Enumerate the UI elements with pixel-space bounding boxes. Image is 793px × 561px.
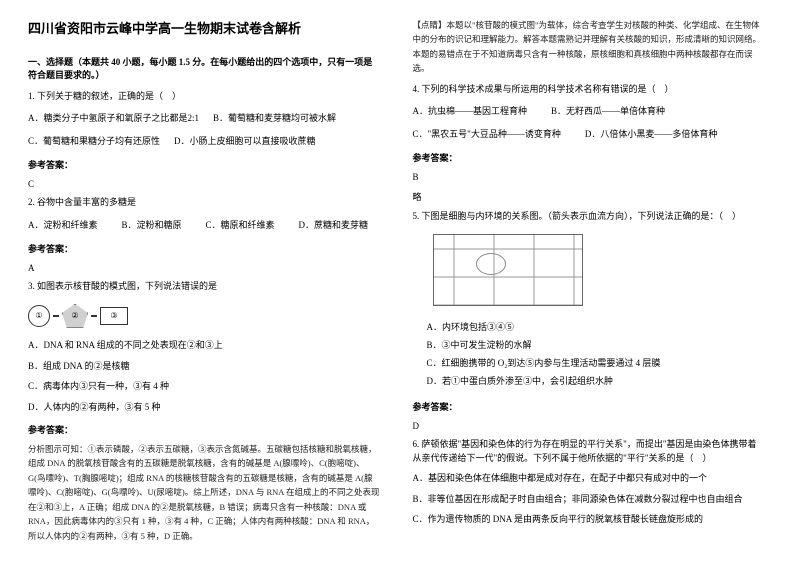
q3-stem: 3. 如图表示核苷酸的模式图，下列说法错误的是 (28, 279, 381, 293)
q4-answer: B (413, 172, 766, 182)
q2-options: A．淀粉和纤维素 B．淀粉和糖原 C．糖原和纤维素 D．蔗糖和麦芽糖 (28, 218, 381, 231)
q6-opt-a: A．基因和染色体在体细胞中都是成对存在，在配子中都只有成对中的一个 (413, 471, 766, 485)
q1-answer-label: 参考答案： (28, 158, 381, 171)
left-column: 四川省资阳市云峰中学高一生物期末试卷含解析 一、选择题（本题共 40 小题，每小… (28, 18, 381, 543)
q5-options: A．内环境包括③④⑤ B．③中可发生淀粉的水解 C．红细胞携带的 O₂到达⑤内参… (427, 320, 766, 387)
q2-stem: 2. 谷物中含量丰富的多糖是 (28, 195, 381, 209)
q2-opt-d: D．蔗糖和麦芽糖 (299, 218, 369, 231)
q4-options-row1: A．抗虫棉——基因工程育种 B．无籽西瓜——单倍体育种 (413, 104, 766, 117)
q2-answer: A (28, 263, 381, 273)
q1-opt-d: D．小肠上皮细胞可以直接吸收蔗糖 (174, 134, 316, 147)
nucleotide-diagram: ① ② ③ (28, 303, 168, 328)
connector-icon (53, 315, 59, 317)
section-1-heading: 一、选择题（本题共 40 小题，每小题 1.5 分。在每小题给出的四个选项中，只… (28, 55, 381, 81)
q3-opt-a: A．DNA 和 RNA 组成的不同之处表现在②和③上 (28, 338, 381, 352)
q3-explanation: 分析图示可知：①表示磷酸，②表示五碳糖，③表示含氮碱基。五碳糖包括核糖和脱氧核糖… (28, 442, 381, 543)
q6-opt-c: C．作为遗传物质的 DNA 是由两条反向平行的脱氧核苷酸长链盘旋形成的 (413, 512, 766, 526)
q3-tip: 【点睛】本题以"核苷酸的模式图"为载体，综合考查学生对核酸的种类、化学组成、在生… (413, 18, 766, 76)
q6-stem: 6. 萨顿依据"基因和染色体的行为存在明显的平行关系"，而提出"基因是由染色体携… (413, 437, 766, 466)
sugar-pentagon-icon: ② (62, 304, 88, 328)
q1-opt-a: A．糖类分子中氢原子和氧原子之比都是2:1 (28, 111, 199, 124)
q4-brief: 略 (413, 190, 766, 203)
q2-opt-c: C．糖原和纤维素 (206, 218, 275, 231)
q5-opt-a: A．内环境包括③④⑤ (427, 320, 766, 333)
connector-icon (91, 315, 97, 317)
q1-opt-c: C．葡萄糖和果糖分子均有还原性 (28, 134, 160, 147)
q3-opt-b: B．组成 DNA 的②是核糖 (28, 359, 381, 373)
q4-options-row2: C．"黑农五号"大豆品种——诱变育种 D．八倍体小黑麦——多倍体育种 (413, 127, 766, 140)
q5-stem: 5. 下图是细胞与内环境的关系图。（箭头表示血流方向），下列说法正确的是：（ ） (413, 209, 766, 223)
q1-opt-b: B．葡萄糖和麦芽糖均可被水解 (213, 111, 336, 124)
q5-opt-c: C．红细胞携带的 O₂到达⑤内参与生理活动需要通过 4 层膜 (427, 356, 766, 369)
q4-opt-d: D．八倍体小黑麦——多倍体育种 (585, 127, 718, 140)
q1-options: A．糖类分子中氢原子和氧原子之比都是2:1 B．葡萄糖和麦芽糖均可被水解 (28, 111, 381, 124)
q1-stem: 1. 下列关于糖的叙述，正确的是（ ） (28, 89, 381, 103)
q5-answer-label: 参考答案： (413, 400, 766, 413)
q1-answer: C (28, 179, 381, 189)
q5-opt-b: B．③中可发生淀粉的水解 (427, 338, 766, 351)
document-title: 四川省资阳市云峰中学高一生物期末试卷含解析 (28, 18, 381, 37)
base-rect-icon: ③ (100, 307, 128, 325)
q4-opt-a: A．抗虫棉——基因工程育种 (413, 104, 528, 117)
q1-options-row2: C．葡萄糖和果糖分子均有还原性 D．小肠上皮细胞可以直接吸收蔗糖 (28, 134, 381, 147)
q3-opt-d: D．人体内的②有两种，③有 5 种 (28, 400, 381, 414)
q2-answer-label: 参考答案： (28, 242, 381, 255)
q2-opt-a: A．淀粉和纤维素 (28, 218, 98, 231)
q4-stem: 4. 下列的科学技术成果与所运用的科学技术名称有错误的是（ ） (413, 82, 766, 96)
q2-opt-b: B．淀粉和糖原 (122, 218, 182, 231)
q5-opt-d: D．若①中蛋白质外渗至③中，会引起组织水肿 (427, 374, 766, 387)
q4-opt-c: C．"黑农五号"大豆品种——诱变育种 (413, 127, 561, 140)
cell-environment-diagram (433, 234, 583, 306)
q6-opt-b: B．非等位基因在形成配子时自由组合；非同源染色体在减数分裂过程中也自由组合 (413, 492, 766, 506)
right-column: 【点睛】本题以"核苷酸的模式图"为载体，综合考查学生对核酸的种类、化学组成、在生… (413, 18, 766, 543)
q3-opt-c: C．病毒体内③只有一种，③有 4 种 (28, 379, 381, 393)
phosphate-circle-icon: ① (28, 305, 50, 327)
q3-answer-label: 参考答案： (28, 423, 381, 436)
q4-answer-label: 参考答案： (413, 151, 766, 164)
q5-answer: D (413, 421, 766, 431)
q4-opt-b: B．无籽西瓜——单倍体育种 (551, 104, 665, 117)
